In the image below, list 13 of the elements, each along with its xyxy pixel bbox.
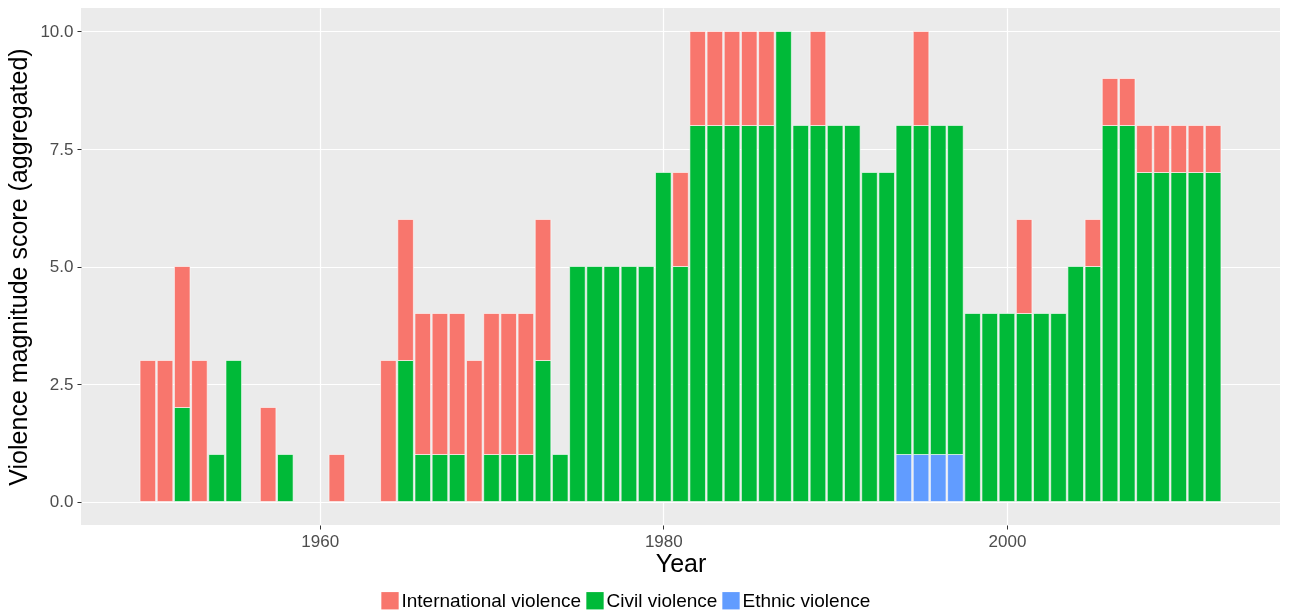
y-tick-label: 5.0	[49, 257, 74, 276]
legend-label: Civil violence	[606, 589, 718, 611]
y-tick-label: 10.0	[40, 22, 74, 41]
x-tick-label: 1980	[644, 531, 683, 551]
y-axis-title: Violence magnitude score (aggregated)	[4, 48, 33, 486]
x-tick-label: 1960	[301, 531, 340, 551]
y-tick-label: 2.5	[49, 374, 74, 394]
x-tick-label: 2000	[988, 531, 1027, 551]
x-axis-title: Year	[655, 548, 707, 577]
y-tick-label: 7.5	[49, 139, 74, 159]
legend-label: Ethnic violence	[742, 589, 871, 611]
y-tick-label: 0.0	[49, 492, 74, 511]
legend-label: International violence	[401, 589, 582, 611]
